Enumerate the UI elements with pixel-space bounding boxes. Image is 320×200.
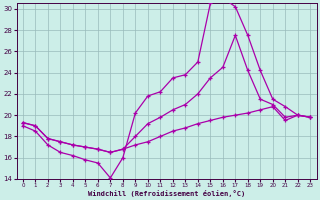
X-axis label: Windchill (Refroidissement éolien,°C): Windchill (Refroidissement éolien,°C) xyxy=(88,190,245,197)
